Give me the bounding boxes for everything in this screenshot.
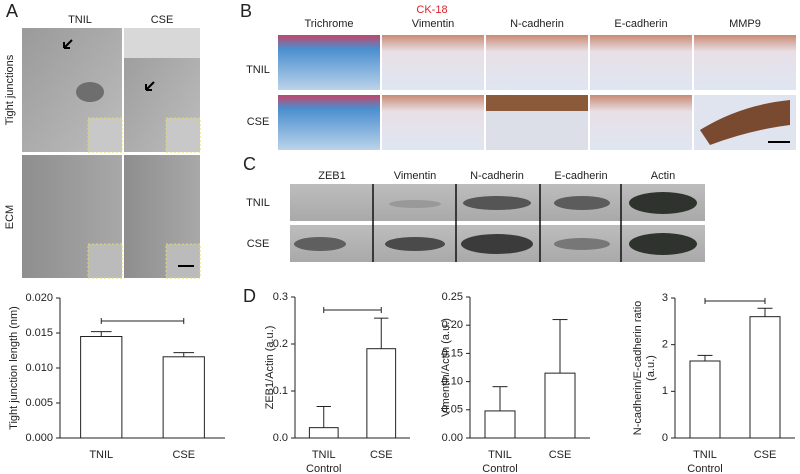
- column-label: Vimentin: [394, 170, 437, 182]
- bar: [749, 316, 781, 439]
- y-tick-label: 0.3: [273, 291, 288, 303]
- column-label: Vimentin: [412, 18, 455, 30]
- column-label: Trichrome: [304, 18, 353, 30]
- y-tick-label: 0.25: [442, 291, 463, 303]
- bar: [308, 427, 339, 439]
- column-label: ZEB1: [318, 170, 346, 182]
- y-tick-label: 0.1: [273, 385, 288, 397]
- row-label: CSE: [247, 238, 270, 250]
- y-tick-label: 0: [662, 432, 668, 444]
- x-tick-note: Control: [482, 463, 517, 474]
- row-label: Tight junctions: [4, 54, 16, 125]
- bar: [484, 410, 516, 439]
- column-label: TNIL: [68, 14, 92, 26]
- x-tick-label: CSE: [754, 449, 777, 461]
- y-tick-label: 0.0: [273, 432, 288, 444]
- column-label: CSE: [151, 14, 174, 26]
- column-label: E-cadherin: [614, 18, 667, 30]
- y-tick-label: 0.020: [25, 292, 53, 304]
- column-label: Actin: [651, 170, 675, 182]
- y-axis-label: N-cadherin/E-cadherin ratio: [632, 301, 644, 436]
- column-label: N-cadherin: [510, 18, 564, 30]
- y-tick-label: 0.015: [25, 327, 53, 339]
- panel-label: B: [240, 1, 252, 21]
- x-tick-note: Control: [687, 463, 722, 474]
- x-tick-label: TNIL: [693, 449, 717, 461]
- x-tick-label: TNIL: [488, 449, 512, 461]
- y-tick-label: 0.05: [442, 404, 463, 416]
- column-label: MMP9: [729, 18, 761, 30]
- row-label: CSE: [247, 116, 270, 128]
- x-tick-label: CSE: [370, 449, 393, 461]
- panel-label: C: [243, 154, 256, 174]
- y-tick-label: 2: [662, 339, 668, 351]
- panel-label: A: [6, 1, 18, 21]
- y-axis-label: (a.u.): [645, 355, 657, 381]
- row-label: TNIL: [246, 197, 270, 209]
- y-axis-label: Tight junction length (nm): [8, 306, 20, 430]
- bar: [366, 348, 397, 439]
- y-tick-label: 0.15: [442, 347, 463, 359]
- x-tick-label: TNIL: [312, 449, 336, 461]
- stain-images: [278, 35, 796, 150]
- y-tick-label: 0.00: [442, 432, 463, 444]
- x-tick-note: Control: [306, 463, 341, 474]
- y-tick-label: 0.010: [25, 362, 53, 374]
- y-axis-label: Vimentin/Actin (a.u.): [440, 318, 452, 417]
- bar: [544, 372, 576, 439]
- y-tick-label: 1: [662, 385, 668, 397]
- y-tick-label: 0.2: [273, 338, 288, 350]
- x-tick-label: CSE: [549, 449, 572, 461]
- bar: [162, 356, 205, 439]
- western-blot: [290, 184, 705, 262]
- row-label: TNIL: [246, 64, 270, 76]
- bar: [689, 360, 721, 439]
- panel-label: D: [243, 286, 256, 306]
- y-tick-label: 3: [662, 292, 668, 304]
- marker-label: CK-18: [416, 4, 447, 16]
- micrographs: [22, 28, 201, 279]
- column-label: N-cadherin: [470, 170, 524, 182]
- column-label: E-cadherin: [554, 170, 607, 182]
- x-tick-label: TNIL: [89, 449, 113, 461]
- y-tick-label: 0.10: [442, 376, 463, 388]
- x-tick-label: CSE: [172, 449, 195, 461]
- y-tick-label: 0.000: [25, 432, 53, 444]
- row-label: ECM: [4, 205, 16, 229]
- bar: [80, 336, 123, 439]
- y-tick-label: 0.005: [25, 397, 53, 409]
- y-axis-label: ZEB1/Actin (a.u.): [264, 326, 276, 410]
- y-tick-label: 0.20: [442, 319, 463, 331]
